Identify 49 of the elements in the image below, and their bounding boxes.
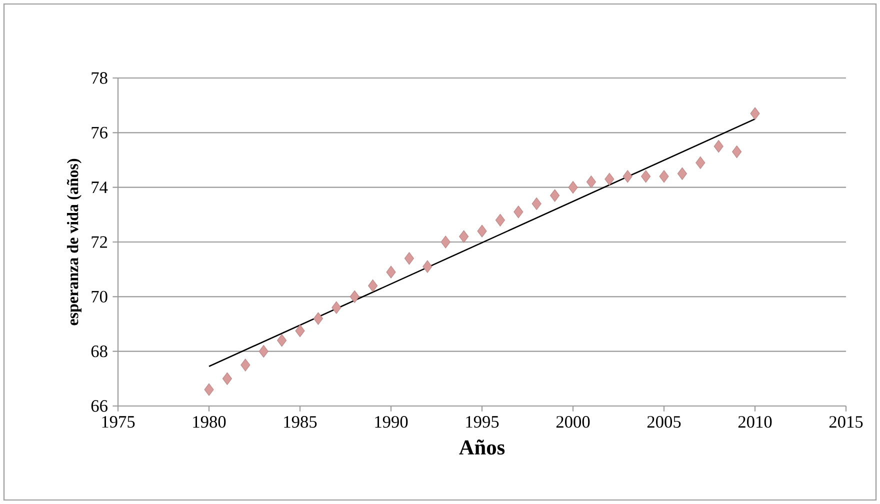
x-tick-label: 1980	[193, 416, 226, 428]
point	[204, 383, 214, 396]
x-tick-label: 2010	[738, 416, 772, 428]
x-tick-label: 1975	[102, 416, 135, 428]
point	[240, 358, 250, 372]
point	[641, 170, 651, 183]
x-tick-label: 2015	[829, 416, 863, 428]
y-tick-label: 66	[91, 400, 108, 412]
point	[750, 107, 760, 120]
point	[295, 324, 305, 338]
x-axis-title: Años	[459, 440, 505, 455]
point	[568, 181, 578, 194]
point	[459, 230, 469, 243]
x-tick-label: 1990	[375, 416, 408, 428]
x-tick-label: 2000	[556, 416, 590, 428]
point	[258, 345, 268, 358]
point	[313, 312, 323, 325]
point	[386, 266, 396, 278]
y-tick-label: 76	[92, 126, 108, 138]
y-tick-label: 74	[92, 182, 108, 194]
point	[714, 140, 724, 153]
y-tick-label: 68	[91, 345, 108, 358]
point	[550, 189, 560, 202]
y-tick-label: 78	[92, 72, 108, 84]
point	[732, 146, 742, 158]
point	[604, 172, 614, 186]
x-tick-label: 1995	[466, 416, 499, 428]
point	[222, 372, 232, 385]
point	[677, 167, 687, 180]
point	[514, 206, 524, 218]
point	[696, 156, 706, 170]
x-tick-label: 1985	[284, 416, 317, 428]
point	[532, 197, 542, 210]
point	[422, 260, 432, 273]
point	[622, 170, 632, 183]
point	[368, 279, 378, 292]
point	[477, 224, 487, 238]
y-tick-label: 70	[92, 290, 108, 303]
point	[495, 214, 505, 226]
point	[440, 236, 450, 248]
point	[586, 176, 596, 188]
x-tick-label: 2005	[647, 416, 681, 428]
point	[277, 334, 287, 347]
point	[404, 252, 414, 265]
point	[350, 290, 360, 303]
y-axis-title: esperanza de vida (años)	[66, 158, 82, 326]
point	[659, 170, 669, 183]
y-tick-label: 72	[92, 236, 108, 248]
point	[332, 301, 342, 314]
